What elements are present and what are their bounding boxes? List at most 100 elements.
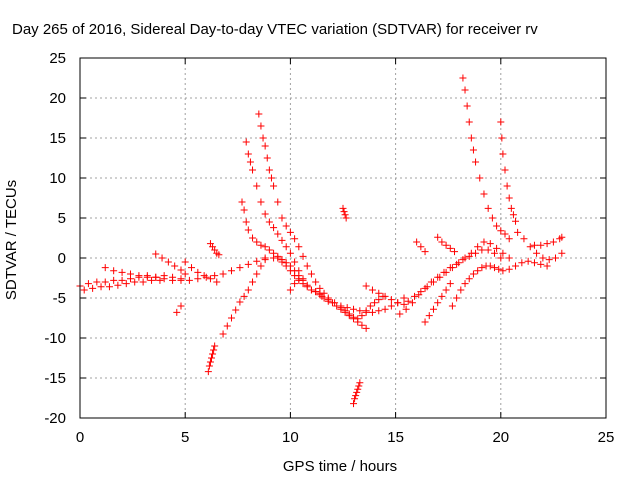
data-point	[253, 182, 261, 190]
data-point	[354, 315, 362, 323]
data-point	[537, 241, 545, 249]
data-point	[110, 276, 118, 284]
data-point	[490, 249, 498, 257]
y-tick-label: 5	[58, 210, 66, 227]
data-point	[501, 166, 509, 174]
data-point	[160, 275, 168, 283]
data-point	[533, 249, 541, 257]
y-tick-label: -15	[44, 370, 66, 387]
data-point	[340, 208, 348, 216]
data-point	[375, 296, 383, 304]
series-arc-x	[434, 233, 459, 256]
data-point	[286, 228, 294, 236]
data-point	[261, 210, 269, 218]
data-point	[209, 350, 217, 358]
data-point	[181, 270, 189, 278]
data-point	[351, 395, 359, 403]
data-point	[545, 256, 553, 264]
data-point	[342, 214, 350, 222]
data-point	[476, 174, 484, 182]
data-point	[355, 382, 363, 390]
series-arc-u	[404, 238, 513, 305]
data-point	[341, 307, 349, 315]
data-point	[291, 272, 299, 280]
data-point	[429, 305, 437, 313]
data-point	[505, 235, 513, 243]
data-point	[118, 268, 126, 276]
data-point	[282, 222, 290, 230]
data-point	[461, 280, 469, 288]
x-tick-label: 10	[282, 429, 299, 446]
data-point	[425, 312, 433, 320]
data-point	[295, 243, 303, 251]
y-tick-label: -10	[44, 330, 66, 347]
x-axis-label: GPS time / hours	[283, 458, 397, 475]
data-point	[242, 218, 250, 226]
data-point	[240, 292, 248, 300]
data-point	[358, 321, 366, 329]
data-point	[387, 302, 395, 310]
data-point	[434, 233, 442, 241]
data-point	[261, 256, 269, 264]
grid-lines	[80, 58, 606, 418]
data-point	[270, 224, 278, 232]
data-point	[236, 264, 244, 272]
data-point	[543, 262, 551, 270]
data-point	[421, 248, 429, 256]
data-point	[493, 244, 501, 252]
data-point	[259, 134, 267, 142]
data-point	[291, 280, 299, 288]
data-point	[484, 246, 492, 254]
data-point	[324, 296, 332, 304]
data-point	[453, 294, 461, 302]
data-point	[480, 238, 488, 246]
data-point	[457, 286, 465, 294]
data-point	[208, 354, 215, 362]
data-point	[499, 267, 507, 275]
data-point	[448, 264, 456, 272]
series-arc-w	[413, 238, 429, 256]
data-point	[253, 238, 261, 246]
data-point	[356, 307, 364, 315]
data-point	[514, 228, 522, 236]
data-point	[438, 292, 446, 300]
data-point	[270, 249, 278, 257]
y-tick-label: -20	[44, 410, 66, 427]
data-point	[467, 134, 475, 142]
data-point	[438, 238, 446, 246]
data-point	[499, 249, 507, 257]
data-point	[368, 286, 376, 294]
data-point	[461, 254, 469, 262]
data-point	[436, 273, 444, 281]
data-point	[552, 254, 560, 262]
y-tick-label: 10	[49, 170, 66, 187]
data-point	[206, 275, 214, 283]
data-point	[270, 182, 278, 190]
series-arc-q	[339, 204, 350, 222]
data-point	[169, 276, 177, 284]
series-arc-r	[350, 379, 364, 408]
data-point	[434, 299, 442, 307]
data-point	[512, 262, 520, 270]
series-arc-b	[80, 276, 164, 294]
data-point	[507, 204, 515, 212]
data-point	[274, 230, 282, 238]
data-point	[238, 198, 246, 206]
data-point	[429, 278, 437, 286]
data-point	[413, 238, 421, 246]
data-point	[402, 305, 410, 313]
data-point	[400, 300, 408, 308]
data-point	[97, 283, 105, 291]
data-point	[286, 286, 294, 294]
data-point	[105, 283, 113, 291]
data-point	[455, 259, 463, 267]
data-point	[303, 283, 311, 291]
data-point	[417, 243, 425, 251]
data-point	[246, 158, 254, 166]
data-point	[394, 299, 402, 307]
data-point	[265, 246, 273, 254]
plot-frame	[79, 57, 607, 419]
data-point	[375, 289, 383, 297]
data-point	[486, 262, 494, 270]
